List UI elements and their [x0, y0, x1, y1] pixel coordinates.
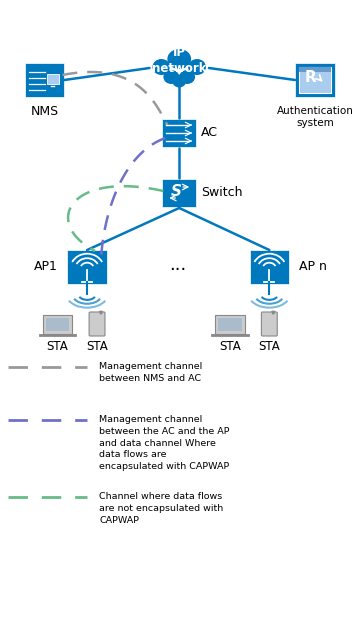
FancyBboxPatch shape [25, 63, 64, 97]
FancyBboxPatch shape [45, 318, 69, 331]
Text: Management channel
between NMS and AC: Management channel between NMS and AC [99, 362, 202, 382]
FancyBboxPatch shape [162, 179, 196, 207]
Text: S: S [171, 184, 182, 199]
Text: ...: ... [170, 256, 187, 274]
Text: IP
network: IP network [152, 46, 207, 76]
FancyBboxPatch shape [299, 67, 331, 93]
Text: Switch: Switch [201, 186, 242, 199]
FancyBboxPatch shape [261, 312, 277, 336]
FancyBboxPatch shape [215, 315, 245, 334]
Ellipse shape [179, 70, 195, 84]
Text: R: R [305, 71, 317, 86]
FancyBboxPatch shape [249, 250, 289, 284]
Text: Channel where data flows
are not encapsulated with
CAPWAP: Channel where data flows are not encapsu… [99, 492, 223, 524]
Ellipse shape [188, 59, 206, 75]
Circle shape [100, 312, 102, 314]
FancyBboxPatch shape [67, 250, 107, 284]
Text: Management channel
between the AC and the AP
and data channel Where
data flows a: Management channel between the AC and th… [99, 415, 229, 471]
Ellipse shape [152, 59, 170, 75]
Ellipse shape [172, 74, 186, 88]
Circle shape [85, 279, 90, 284]
FancyBboxPatch shape [89, 312, 105, 336]
Text: AP1: AP1 [33, 259, 57, 272]
FancyBboxPatch shape [42, 315, 72, 334]
Text: Authentication
system: Authentication system [277, 106, 353, 128]
FancyBboxPatch shape [46, 74, 60, 84]
Text: AP n: AP n [299, 259, 327, 272]
Text: STA: STA [258, 340, 280, 353]
Ellipse shape [167, 49, 191, 69]
Text: STA: STA [219, 340, 241, 353]
FancyBboxPatch shape [218, 318, 242, 331]
FancyBboxPatch shape [299, 67, 331, 72]
Circle shape [273, 312, 274, 314]
FancyBboxPatch shape [162, 119, 196, 147]
Text: AC: AC [201, 126, 218, 139]
Circle shape [267, 279, 272, 284]
FancyBboxPatch shape [295, 63, 335, 97]
Text: STA: STA [86, 340, 108, 353]
Ellipse shape [163, 70, 179, 84]
Text: NMS: NMS [30, 105, 58, 118]
Text: STA: STA [46, 340, 68, 353]
